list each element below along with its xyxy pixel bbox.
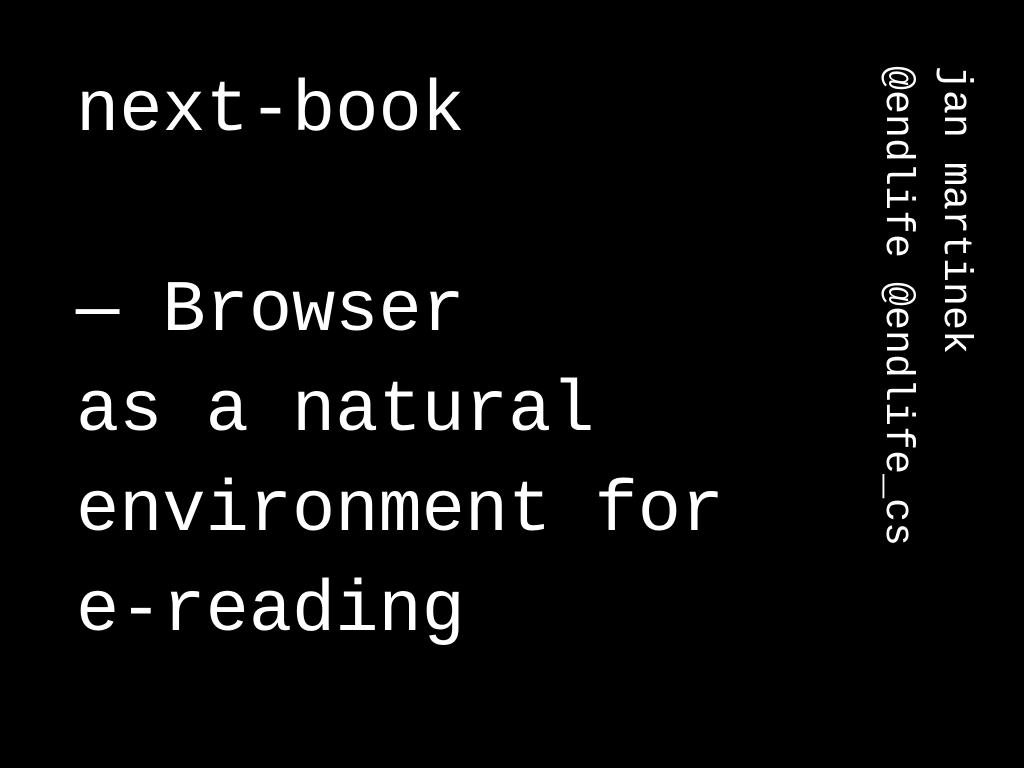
- slide-title: next-book: [76, 70, 465, 152]
- subtitle-line: — Browser: [75, 270, 465, 352]
- subtitle-line: as a natural: [76, 370, 594, 452]
- subtitle-line: environment for: [76, 470, 724, 552]
- author-name: jan martinek: [932, 66, 977, 354]
- author-handles: @endlife @endlife_cs: [874, 66, 919, 546]
- subtitle-line: e-reading: [76, 570, 465, 652]
